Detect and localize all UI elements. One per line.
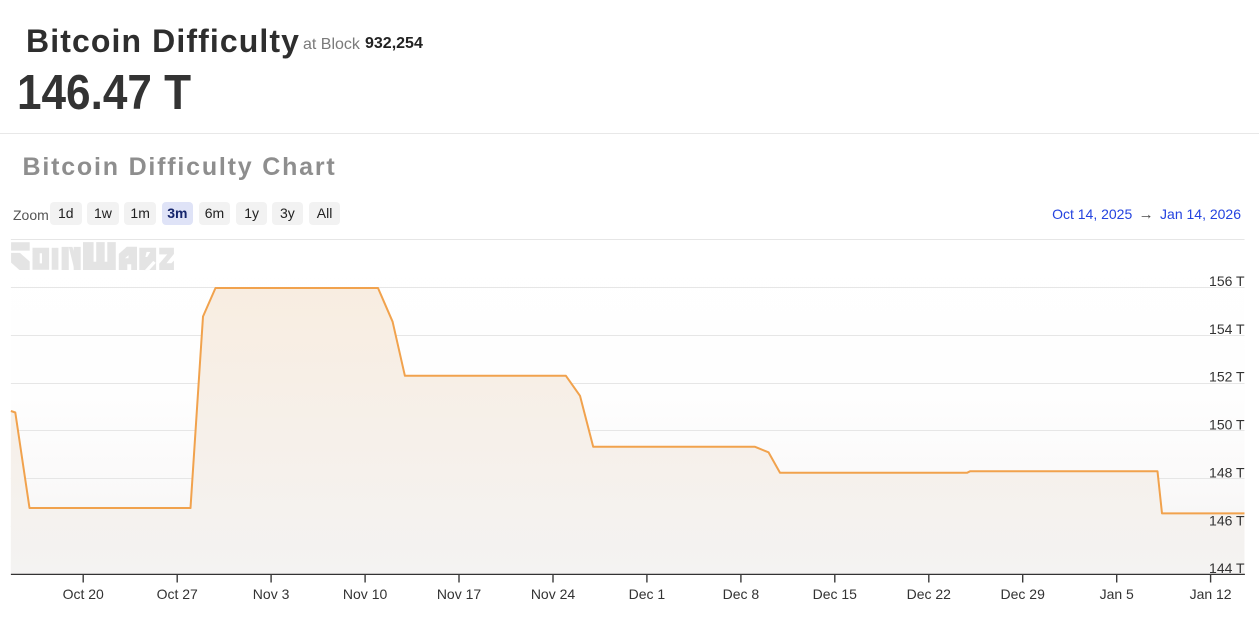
svg-text:148 T: 148 T	[1209, 464, 1245, 480]
svg-text:Nov 17: Nov 17	[437, 586, 482, 602]
svg-text:Jan 12: Jan 12	[1190, 586, 1232, 602]
svg-text:144 T: 144 T	[1209, 560, 1245, 576]
svg-text:156 T: 156 T	[1209, 273, 1245, 289]
svg-text:Dec 15: Dec 15	[813, 586, 858, 602]
svg-text:Dec 22: Dec 22	[907, 586, 952, 602]
svg-text:Dec 1: Dec 1	[629, 586, 666, 602]
svg-text:Oct 27: Oct 27	[157, 586, 198, 602]
svg-text:Dec 8: Dec 8	[723, 586, 760, 602]
svg-text:Jan 5: Jan 5	[1100, 586, 1134, 602]
svg-text:Nov 10: Nov 10	[343, 586, 388, 602]
svg-text:154 T: 154 T	[1209, 321, 1245, 337]
svg-text:Oct 20: Oct 20	[63, 586, 104, 602]
svg-text:Nov 24: Nov 24	[531, 586, 576, 602]
svg-text:Dec 29: Dec 29	[1001, 586, 1046, 602]
svg-text:150 T: 150 T	[1209, 417, 1245, 433]
svg-text:146 T: 146 T	[1209, 512, 1245, 528]
svg-text:Nov 3: Nov 3	[253, 586, 290, 602]
svg-text:152 T: 152 T	[1209, 369, 1245, 385]
